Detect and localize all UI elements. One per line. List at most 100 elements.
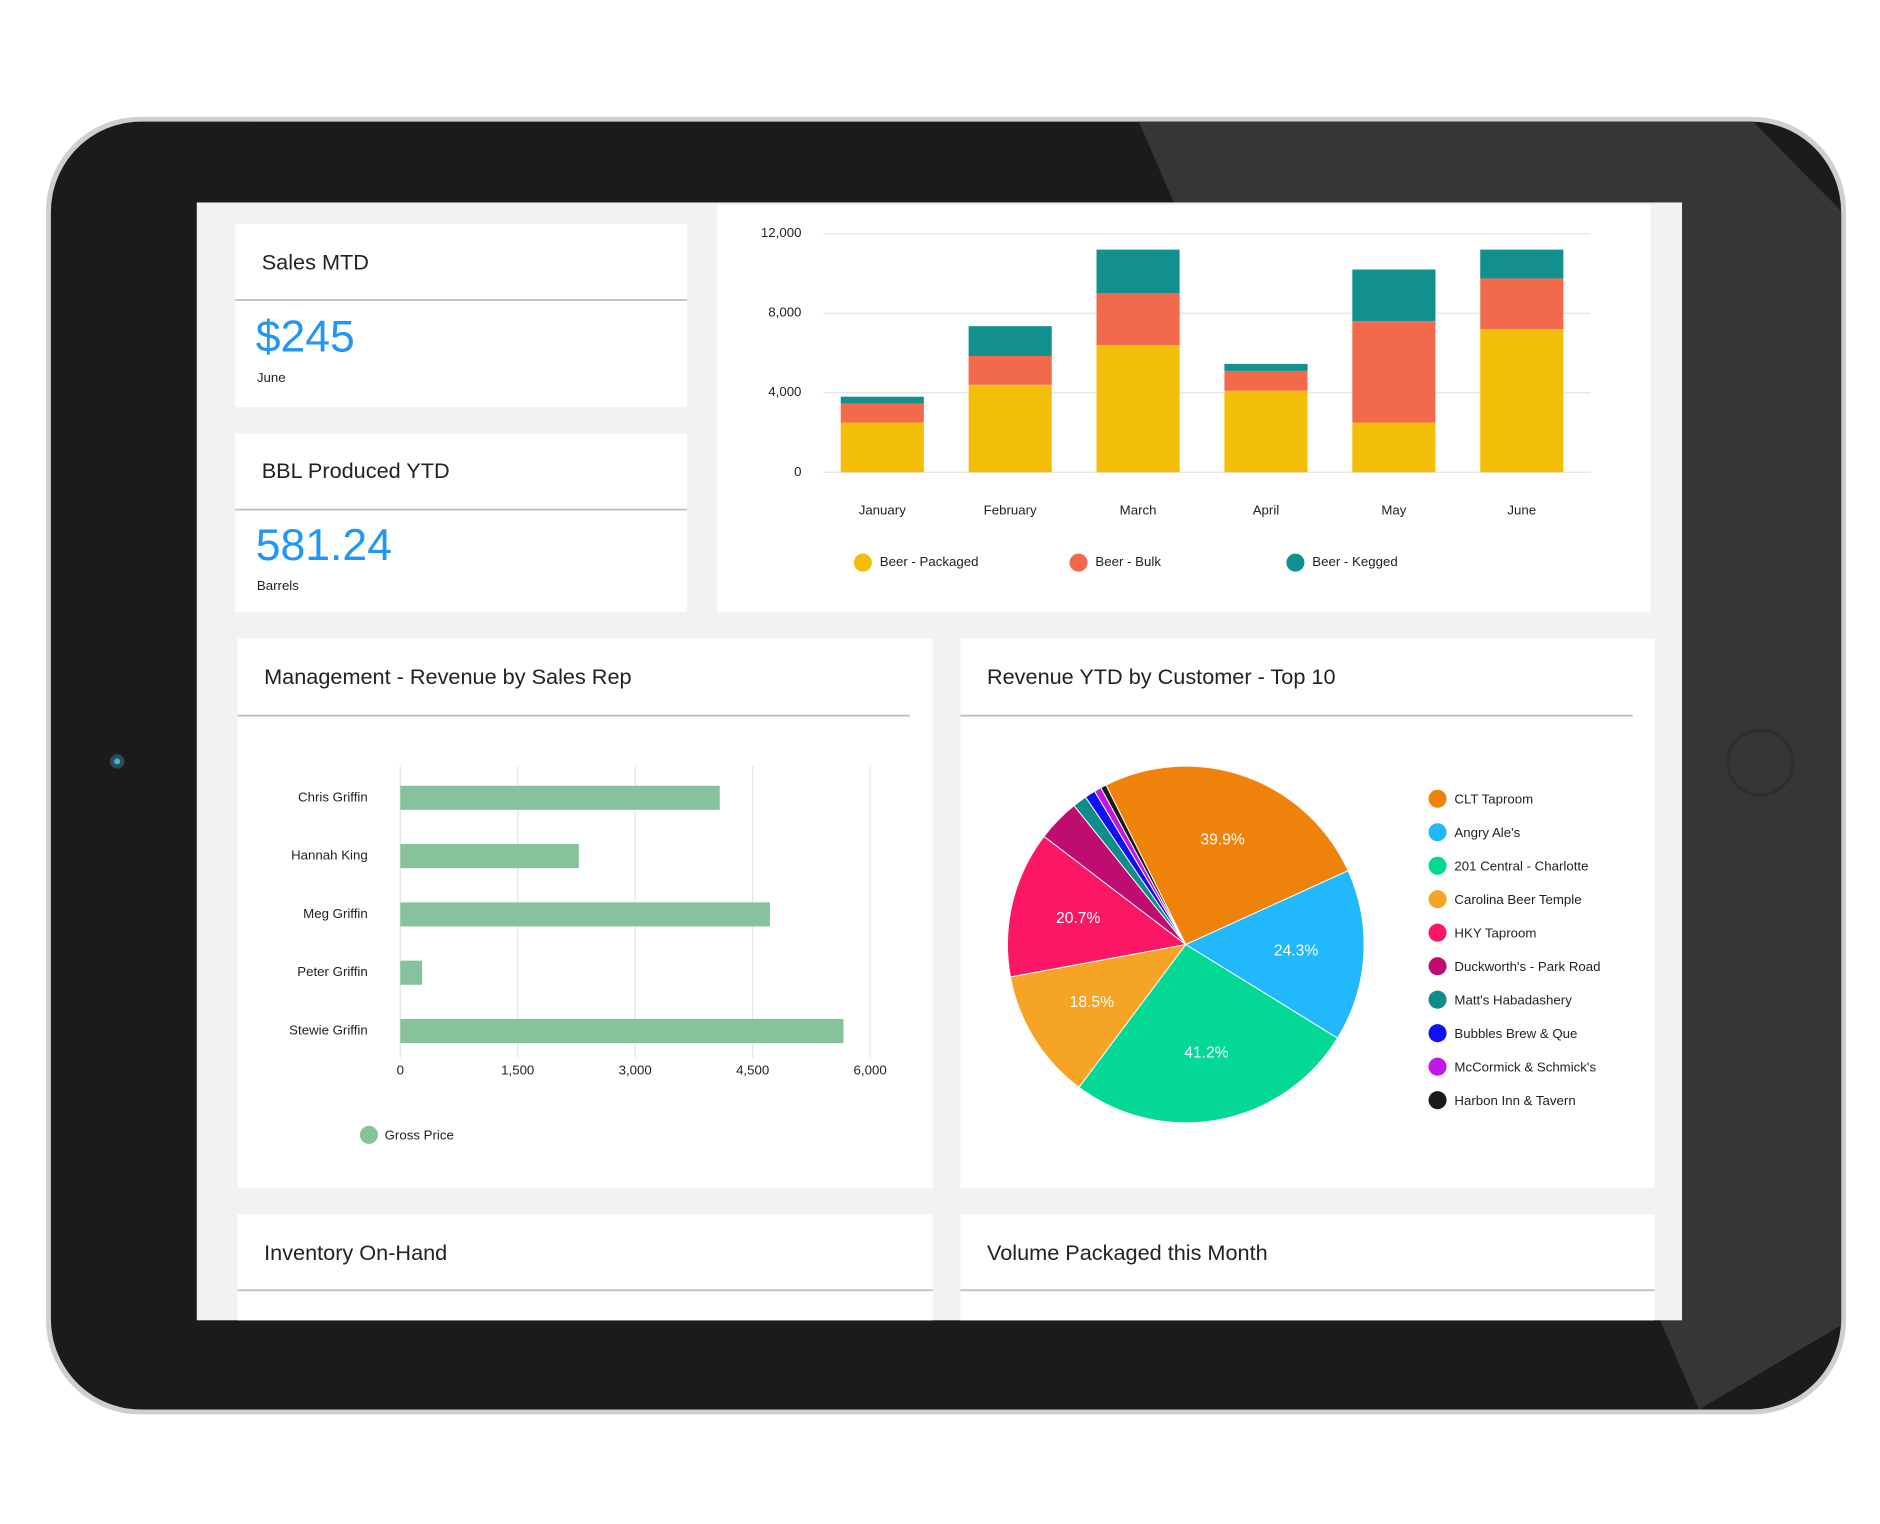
legend-label: Beer - Bulk <box>1095 554 1161 569</box>
x-tick-label: June <box>1507 502 1536 517</box>
bar <box>400 960 423 985</box>
legend-swatch <box>1286 553 1305 572</box>
bar <box>400 844 579 869</box>
bar-segment <box>840 403 924 423</box>
card-title: Sales MTD <box>262 250 369 275</box>
screen: Sales MTD $245 June BBL Produced YTD 581… <box>196 202 1683 1321</box>
x-tick-label: 1,500 <box>501 1063 534 1078</box>
legend-label: Matt's Habadashery <box>1454 992 1572 1007</box>
legend-swatch <box>1428 990 1447 1009</box>
legend-label: Beer - Kegged <box>1312 554 1397 569</box>
slice-label: 39.9% <box>1200 831 1244 848</box>
bar-segment <box>1224 363 1308 371</box>
legend-label: Harbon Inn & Tavern <box>1454 1093 1575 1108</box>
card-title: Revenue YTD by Customer - Top 10 <box>987 664 1336 689</box>
x-tick-label: May <box>1381 502 1406 517</box>
y-tick-label: 12,000 <box>761 225 802 240</box>
y-tick-label: Peter Griffin <box>297 964 367 979</box>
y-tick-label: 8,000 <box>768 305 801 320</box>
card <box>235 224 688 408</box>
card-title: Inventory On-Hand <box>264 1240 447 1265</box>
y-tick-label: Hannah King <box>291 848 368 863</box>
legend-label: 201 Central - Charlotte <box>1454 858 1588 873</box>
legend-swatch <box>1428 890 1447 909</box>
bar-segment <box>840 396 924 404</box>
bar-segment <box>840 422 924 473</box>
card-title: Volume Packaged this Month <box>987 1240 1268 1265</box>
pie-slice <box>1006 835 1187 978</box>
kpi-value: $245 <box>256 313 355 362</box>
x-tick-label: 0 <box>397 1063 404 1078</box>
slice-label: 18.5% <box>1070 994 1114 1011</box>
card <box>960 1214 1655 1321</box>
bar-segment <box>1224 390 1308 473</box>
y-tick-label: Chris Griffin <box>298 789 368 804</box>
bar-segment <box>1480 249 1564 279</box>
bar-segment <box>1480 329 1564 473</box>
legend-label: Angry Ale's <box>1454 825 1520 840</box>
bar-segment <box>1352 321 1436 423</box>
legend-swatch <box>1428 1091 1447 1110</box>
card-title: Management - Revenue by Sales Rep <box>264 664 631 689</box>
bar <box>400 902 770 927</box>
bar <box>400 1018 844 1044</box>
bar-segment <box>968 384 1052 473</box>
legend-swatch <box>1428 1057 1447 1076</box>
pie-slice <box>1184 870 1365 1039</box>
legend-label: Duckworth's - Park Road <box>1454 959 1600 974</box>
pie-slice <box>1105 765 1349 946</box>
bar-segment <box>968 326 1052 356</box>
x-tick-label: 3,000 <box>619 1063 652 1078</box>
legend-swatch <box>1069 553 1088 572</box>
bar-segment <box>968 355 1052 385</box>
slice-label: 41.2% <box>1184 1044 1228 1061</box>
legend-label: Bubbles Brew & Que <box>1454 1026 1577 1041</box>
pie-slice <box>1009 943 1187 1088</box>
y-tick-label: 0 <box>794 464 801 479</box>
legend-swatch <box>359 1125 378 1144</box>
x-tick-label: 4,500 <box>736 1063 769 1078</box>
slice-label: 24.3% <box>1274 943 1318 960</box>
pie-chart: 39.9% 24.3% 41.2% 18.5% 20.7% CLT Taproom Angr… <box>1006 765 1601 1124</box>
legend-label: Carolina Beer Temple <box>1454 892 1581 907</box>
kpi-unit: Barrels <box>257 578 299 593</box>
legend-label: CLT Taproom <box>1454 791 1533 806</box>
y-tick-label: Meg Griffin <box>303 906 368 921</box>
legend-swatch <box>1428 789 1447 808</box>
y-tick-label: 4,000 <box>768 384 801 399</box>
bar-chart: 0 1,500 3,000 4,500 6,000 Chris Griffin Hannah… <box>289 766 887 1144</box>
kpi-unit: June <box>257 370 286 385</box>
card-title: BBL Produced YTD <box>262 458 450 483</box>
legend-label: McCormick & Schmick's <box>1454 1059 1596 1074</box>
pie-slice <box>1078 943 1339 1124</box>
home-button[interactable] <box>1726 728 1795 797</box>
bar-segment <box>1480 278 1564 330</box>
legend-swatch <box>1428 856 1447 875</box>
bar-segment <box>1096 249 1180 294</box>
x-tick-label: April <box>1253 502 1280 517</box>
slice-label: 20.7% <box>1056 910 1100 927</box>
y-tick-label: Stewie Griffin <box>289 1023 368 1038</box>
bar <box>400 785 720 810</box>
kpi-value: 581.24 <box>256 521 392 570</box>
x-tick-label: March <box>1120 502 1157 517</box>
camera-lens <box>114 758 121 765</box>
stacked-bar-chart: 0 4,000 8,000 12,000 January February March Apr… <box>761 225 1591 572</box>
bar-segment <box>1096 293 1180 346</box>
legend-label: Beer - Packaged <box>880 554 979 569</box>
x-tick-label: January <box>859 502 907 517</box>
bar-segment <box>1096 345 1180 473</box>
bar-segment <box>1352 269 1436 322</box>
legend-swatch <box>1428 1024 1447 1043</box>
x-tick-label: 6,000 <box>854 1063 887 1078</box>
legend-swatch <box>1428 923 1447 942</box>
card <box>235 433 688 613</box>
bar-segment <box>1352 422 1436 473</box>
card <box>237 1214 933 1321</box>
legend-swatch <box>1428 823 1447 842</box>
legend-swatch <box>853 553 872 572</box>
legend-swatch <box>1428 957 1447 976</box>
pie-slice <box>1100 784 1187 945</box>
